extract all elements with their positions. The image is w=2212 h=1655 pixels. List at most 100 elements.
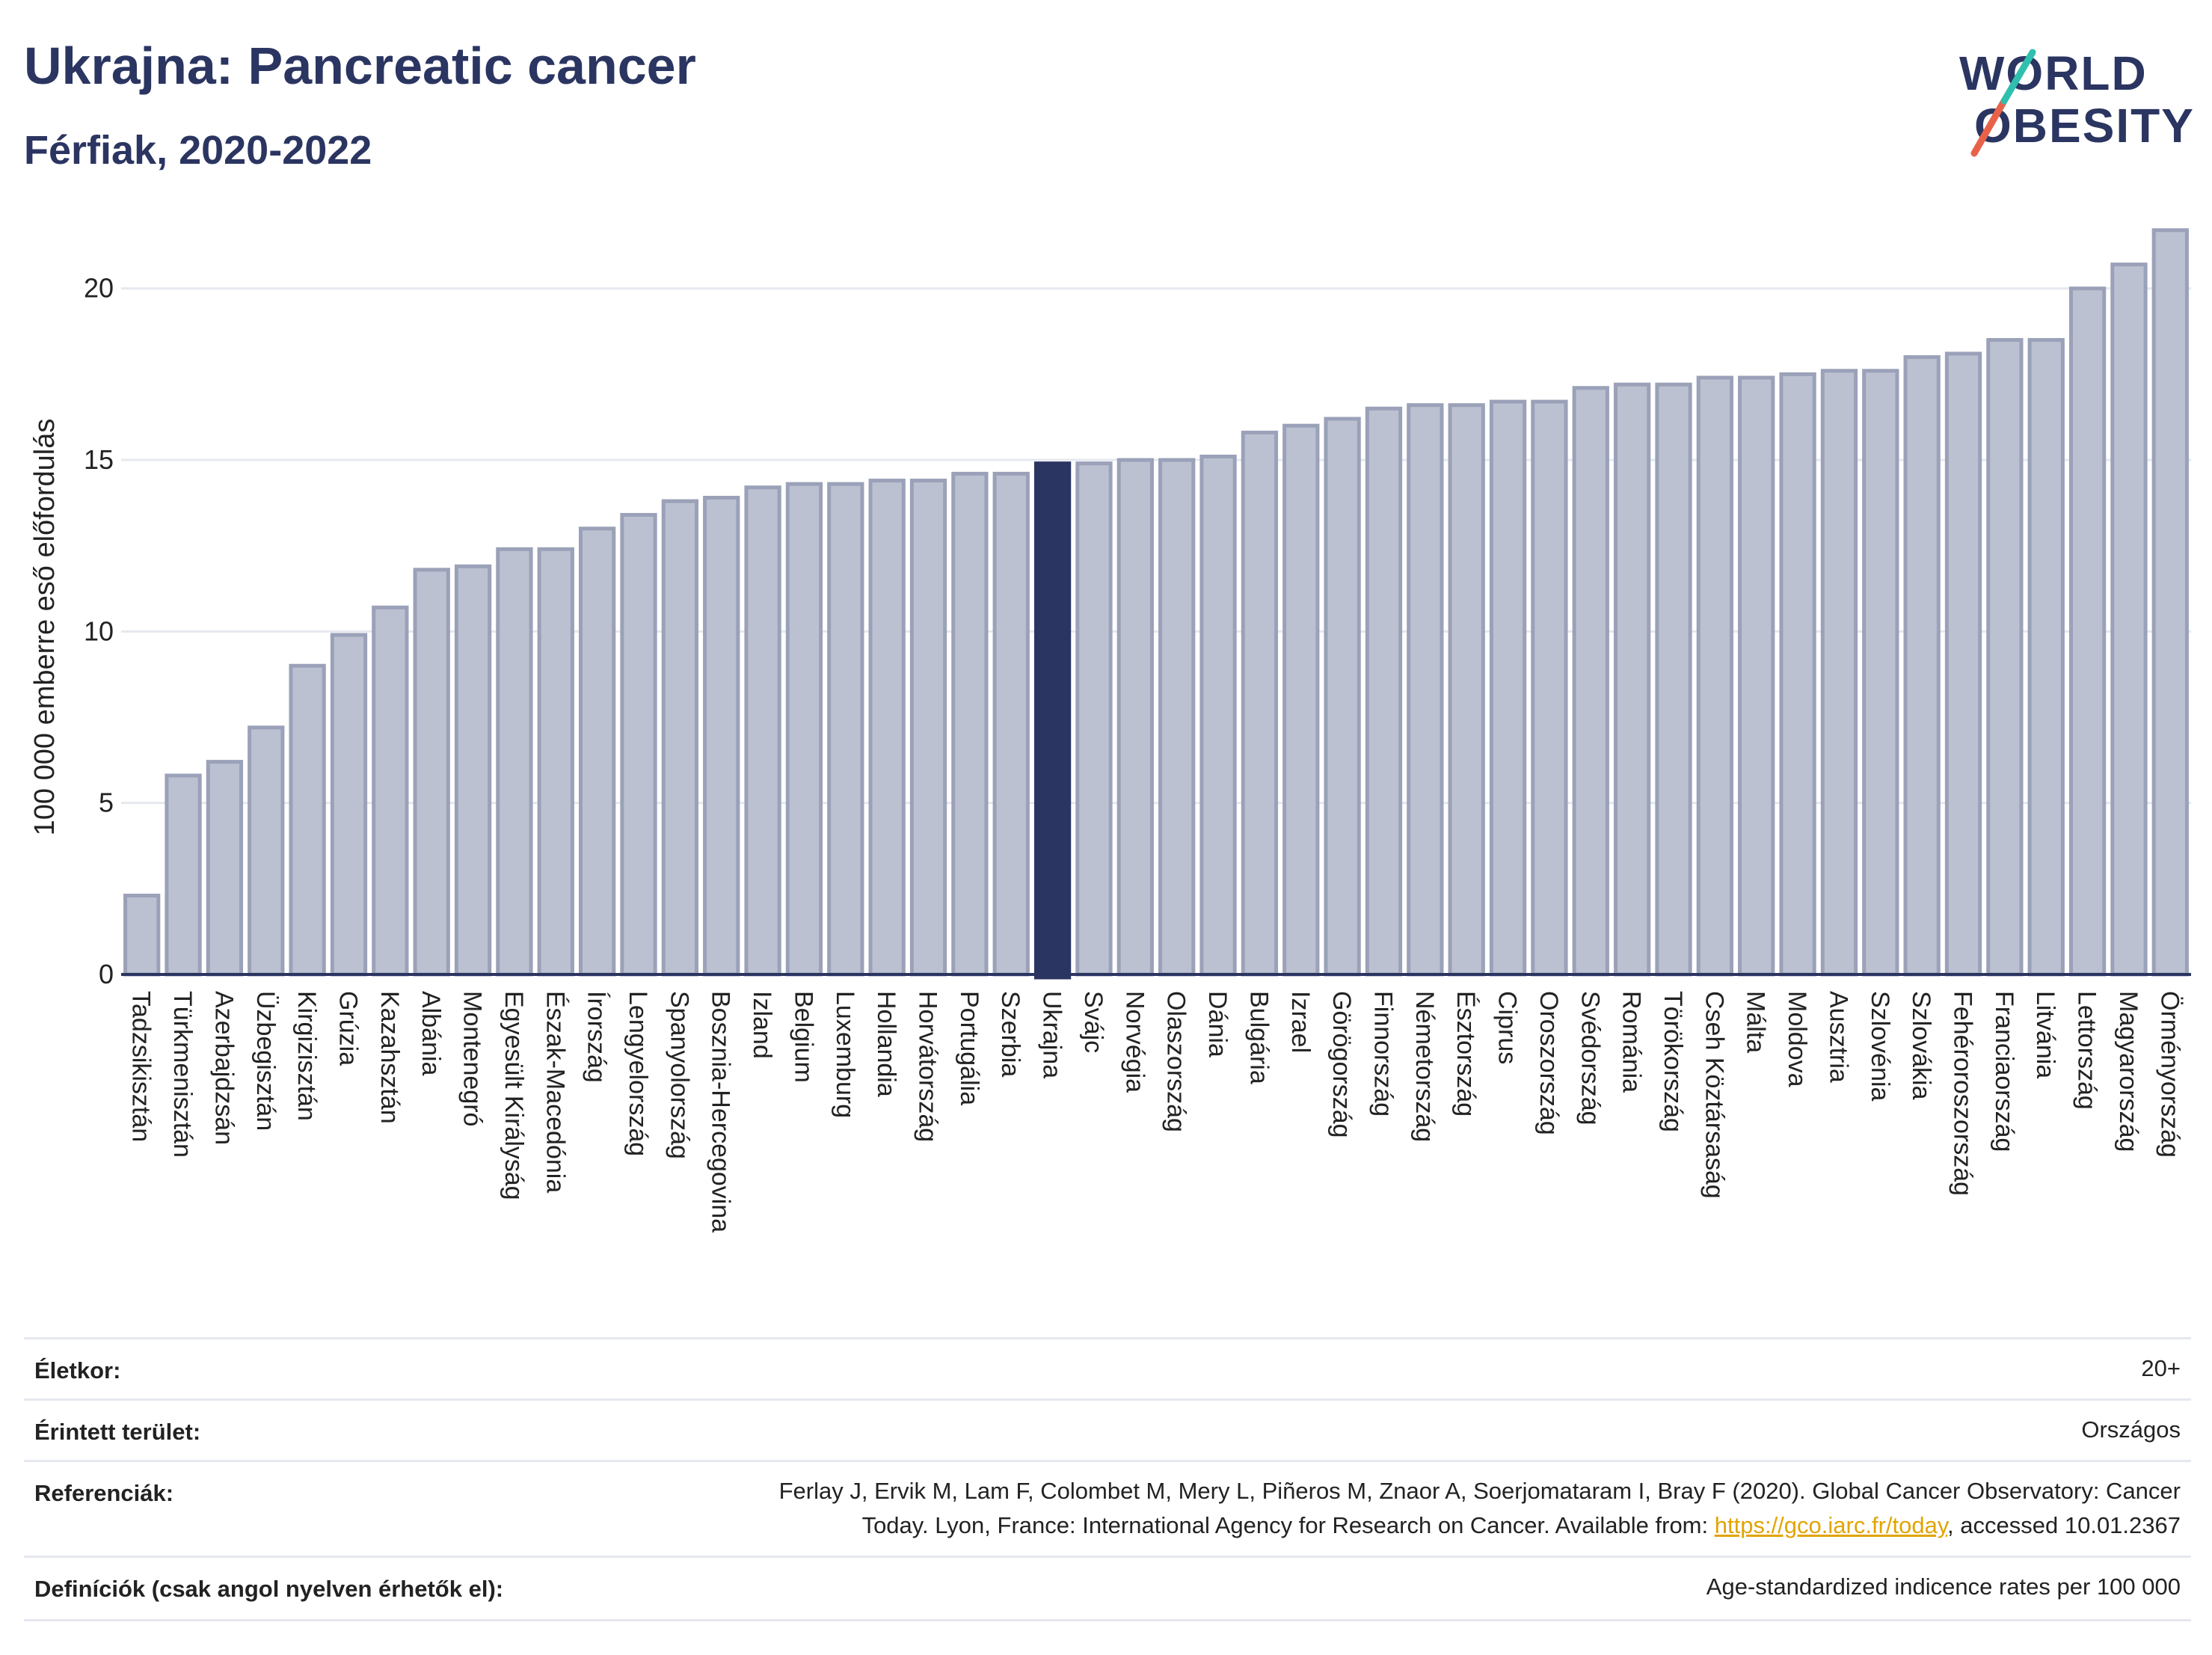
info-row-area: Érintett terület: Országos xyxy=(24,1398,2191,1462)
bar xyxy=(1282,423,1320,977)
bar xyxy=(1944,351,1982,977)
info-row-age: Életkor: 20+ xyxy=(24,1337,2191,1401)
bar xyxy=(1531,399,1568,977)
bar xyxy=(620,512,657,977)
x-tick-label: Törökország xyxy=(1659,991,1687,1132)
x-tick-label: Montenegró xyxy=(458,991,487,1126)
x-tick-label: Kirgizisztán xyxy=(292,991,321,1121)
bar xyxy=(289,663,326,977)
x-tick-label: Izland xyxy=(748,991,776,1059)
bar xyxy=(165,773,202,977)
bar xyxy=(909,479,947,977)
bar xyxy=(1075,461,1113,977)
bar xyxy=(1903,354,1941,977)
x-tick-label: Szlovákia xyxy=(1907,991,1935,1100)
info-ref-label: Referenciák: xyxy=(34,1480,174,1506)
x-tick-label: Dánia xyxy=(1203,991,1232,1057)
y-tick-label: 10 xyxy=(84,615,114,646)
bar xyxy=(785,482,823,977)
info-ref-value: Ferlay J, Ervik M, Lam F, Colombet M, Me… xyxy=(779,1474,2181,1543)
bar xyxy=(1862,369,1899,977)
y-axis-label: 100 000 emberre eső előfordulás xyxy=(29,419,61,836)
x-tick-label: Magyarország xyxy=(2114,991,2142,1152)
info-row-definitions: Definíciók (csak angol nyelven érhetők e… xyxy=(24,1556,2191,1621)
world-obesity-logo: WORLD OBESITY xyxy=(1959,46,2193,157)
x-tick-label: Fehéroroszország xyxy=(1949,991,1977,1196)
reference-link[interactable]: https://gco.iarc.fr/today xyxy=(1714,1512,1948,1538)
x-tick-label: Bosznia-Hercegovina xyxy=(707,991,735,1232)
bar xyxy=(1033,461,1072,980)
x-tick-label: Örményország xyxy=(2155,991,2184,1158)
bar xyxy=(992,471,1030,977)
x-tick-label: Oroszország xyxy=(1534,991,1563,1135)
x-tick-label: Norvégia xyxy=(1120,991,1149,1093)
bar xyxy=(1489,399,1527,977)
info-area-label: Érintett terület: xyxy=(34,1419,201,1445)
bar-chart: 0 5 10 15 20 100 000 emberre eső előfordulás T… xyxy=(29,228,2191,1232)
bar xyxy=(744,485,781,977)
info-def-label: Definíciók (csak angol nyelven érhetők e… xyxy=(34,1576,504,1602)
bar xyxy=(827,482,864,977)
info-ref-line1: Ferlay J, Ervik M, Lam F, Colombet M, Me… xyxy=(778,1478,2181,1504)
bar xyxy=(868,479,906,977)
bar xyxy=(1986,338,2024,977)
bar xyxy=(1324,417,1361,977)
info-age-label: Életkor: xyxy=(34,1357,121,1384)
bar xyxy=(454,564,492,977)
x-tick-label: Türkmenisztán xyxy=(168,991,197,1158)
bar xyxy=(248,725,285,977)
bar xyxy=(1116,458,1154,977)
x-tick-label: Németország xyxy=(1410,991,1439,1142)
x-tick-label: Hollandia xyxy=(872,991,900,1097)
info-row-references: Referenciák: Ferlay J, Ervik M, Lam F, C… xyxy=(24,1460,2191,1558)
bar xyxy=(951,471,989,977)
x-tick-label: Üzbegisztán xyxy=(251,991,280,1131)
bar xyxy=(413,568,450,977)
bar xyxy=(1655,382,1692,977)
info-area-value: Országos xyxy=(2081,1416,2181,1443)
bar xyxy=(1572,386,1609,977)
y-tick-label: 20 xyxy=(84,273,114,304)
x-tick-label: Belgium xyxy=(789,991,817,1083)
x-tick-label: Albánia xyxy=(417,991,445,1076)
x-tick-label: Görögország xyxy=(1327,991,1356,1138)
x-tick-label: Észak-Macedónia xyxy=(541,991,569,1193)
x-tick-label: Ciprus xyxy=(1493,991,1522,1064)
y-tick-label: 15 xyxy=(84,444,114,475)
x-tick-label: Ausztria xyxy=(1824,991,1852,1083)
bar xyxy=(1613,382,1651,977)
x-tick-label: Svédország xyxy=(1576,991,1604,1126)
y-tick-label: 0 xyxy=(99,959,114,989)
bar xyxy=(537,547,574,977)
bar xyxy=(2151,228,2189,977)
info-ref-line2-a: Today. Lyon, France: International Agenc… xyxy=(861,1512,1715,1538)
x-tick-label: Szerbia xyxy=(996,991,1024,1077)
x-tick-label: Azerbajdzsán xyxy=(209,991,238,1145)
bar xyxy=(372,605,409,977)
x-tick-label: Kazahsztán xyxy=(375,991,404,1124)
x-tick-label: Bulgária xyxy=(1244,991,1273,1084)
info-def-value: Age-standardized indicence rates per 100… xyxy=(1706,1573,2181,1600)
x-tick-label: Spanyolország xyxy=(665,991,693,1159)
x-tick-label: Horvátország xyxy=(914,991,942,1142)
bar xyxy=(2027,338,2065,977)
bar xyxy=(1158,458,1196,977)
x-tick-label: Észtország xyxy=(1451,991,1480,1117)
logo-slash-red xyxy=(1970,97,2008,157)
bar xyxy=(1448,403,1485,977)
info-ref-line2-b: , accessed 10.01.2367 xyxy=(1947,1512,2181,1538)
bar xyxy=(703,495,740,977)
bar xyxy=(2068,286,2107,977)
x-tick-label: Litvánia xyxy=(2031,991,2059,1078)
x-tick-label: Tadzsikisztán xyxy=(127,991,156,1142)
x-tick-label: Ukrajna xyxy=(1038,991,1066,1078)
x-tick-label: Lengyelország xyxy=(624,991,652,1156)
x-tick-label: Izrael xyxy=(1286,991,1315,1053)
page-title: Ukrajna: Pancreatic cancer xyxy=(24,37,696,95)
bar xyxy=(1738,375,1775,977)
x-tick-label: Málta xyxy=(1742,991,1770,1053)
logo-line1: WORLD xyxy=(1959,46,2148,100)
x-tick-label: Románia xyxy=(1617,991,1646,1093)
bar xyxy=(1779,372,1816,977)
bar xyxy=(1696,375,1734,977)
